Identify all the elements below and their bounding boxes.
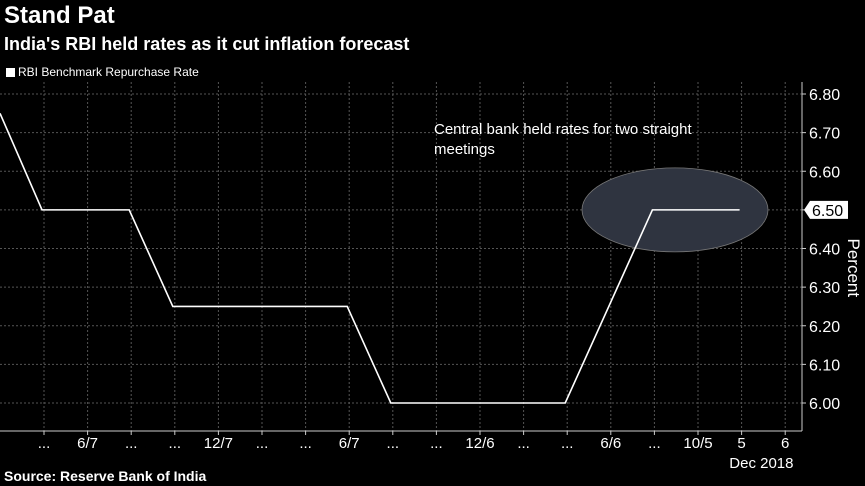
x-axis-sublabel: Dec 2018 (729, 455, 793, 472)
last-value-box (804, 200, 848, 219)
x-tick-label: 6/7 (77, 435, 98, 452)
x-tick-label: ... (561, 435, 574, 452)
y-tick-label: 6.40 (809, 242, 840, 259)
legend-swatch (6, 67, 15, 77)
x-tick-label: ... (430, 435, 443, 452)
x-tick-label: 5 (737, 435, 745, 452)
y-tick-label: 6.20 (809, 319, 840, 336)
x-tick-label: ... (125, 435, 138, 452)
x-tick-label: 6 (781, 435, 789, 452)
x-tick-label: ... (169, 435, 182, 452)
y-tick-label: 6.30 (809, 280, 840, 297)
y-tick-label: 6.00 (809, 396, 840, 413)
legend: RBI Benchmark Repurchase Rate (6, 65, 199, 79)
annotation-text: Central bank held rates for two straight (434, 121, 692, 138)
y-axis-label: Percent (844, 239, 863, 298)
x-tick-label: ... (517, 435, 530, 452)
x-tick-label: ... (256, 435, 269, 452)
x-tick-label: 12/7 (204, 435, 233, 452)
x-tick-label: ... (38, 435, 51, 452)
y-tick-label: 6.80 (809, 87, 840, 104)
y-tick-label: 6.60 (809, 164, 840, 181)
x-tick-label: ... (648, 435, 661, 452)
source-note: Source: Reserve Bank of India (4, 468, 207, 484)
last-value-label: 6.50 (812, 203, 843, 220)
x-tick-label: ... (387, 435, 400, 452)
annotation-text: meetings (434, 141, 495, 158)
x-tick-label: 6/6 (600, 435, 621, 452)
y-tick-label: 6.10 (809, 357, 840, 374)
x-tick-label: 6/7 (339, 435, 360, 452)
x-tick-label: 10/5 (683, 435, 712, 452)
y-tick-label: 6.70 (809, 126, 840, 143)
series-line (0, 112, 740, 404)
legend-label: RBI Benchmark Repurchase Rate (18, 65, 199, 79)
chart-title: Stand Pat (4, 2, 115, 29)
chart-subtitle: India's RBI held rates as it cut inflati… (4, 34, 410, 54)
x-tick-label: 12/6 (465, 435, 494, 452)
x-tick-label: ... (299, 435, 312, 452)
